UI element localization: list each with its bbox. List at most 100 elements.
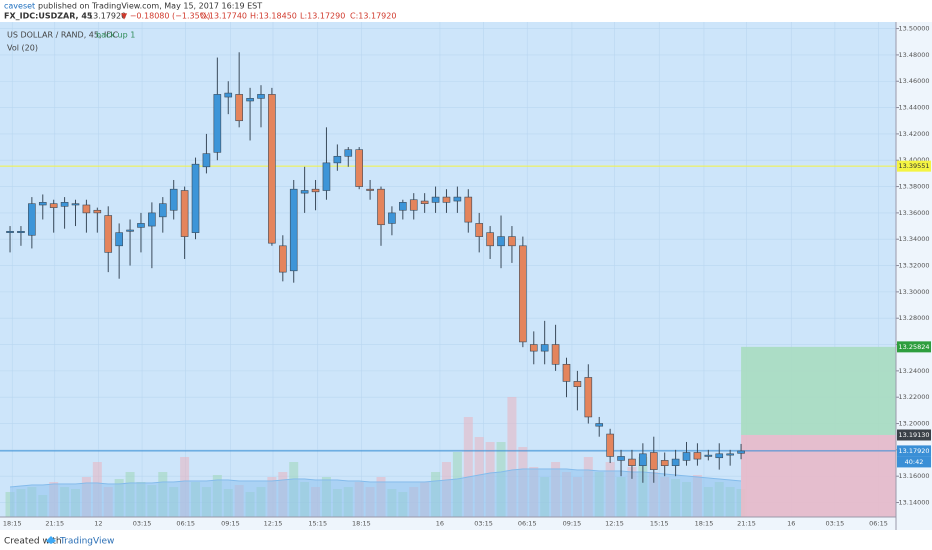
candle-body <box>617 456 625 461</box>
candle-body <box>213 94 222 153</box>
candle-body <box>322 162 331 191</box>
candle-body <box>191 163 200 233</box>
legend-title: US DOLLAR / RAND, 45, IDC <box>7 31 119 40</box>
candle-body <box>693 452 702 460</box>
y-tick-label: 13.34000 <box>898 235 929 243</box>
y-tick-label: 13.48000 <box>898 51 929 59</box>
price-label: 13.39551 <box>898 162 929 170</box>
legend-volume: Vol (20) <box>7 44 38 53</box>
y-tick-label: 13.30000 <box>898 288 929 296</box>
x-tick-label: 03:15 <box>826 520 845 528</box>
ohlc-high: H:13.18450 <box>250 12 297 21</box>
candles <box>6 52 745 483</box>
y-tick-label: 13.42000 <box>898 130 929 138</box>
x-tick-label: 16 <box>787 520 795 528</box>
candle-body <box>289 188 298 272</box>
candle-body <box>137 223 145 228</box>
candle-body <box>93 209 102 214</box>
candle-body <box>17 231 25 233</box>
y-tick-label: 13.20000 <box>898 420 929 428</box>
candle-body <box>300 190 309 194</box>
candle-body <box>49 203 58 208</box>
volume-bar <box>463 417 473 517</box>
candle-body <box>28 203 36 236</box>
candle-body <box>606 433 614 457</box>
candle-body <box>519 245 527 343</box>
candle-body <box>180 190 189 237</box>
candle-body <box>442 196 451 203</box>
x-tick-label: 09:15 <box>563 520 582 528</box>
candle-body <box>279 245 287 273</box>
price-label-box <box>897 445 931 457</box>
candle-body <box>366 188 374 191</box>
candle-body <box>169 188 178 211</box>
candle-body <box>704 454 713 457</box>
candle-body <box>333 155 342 164</box>
y-tick-label: 13.22000 <box>898 393 929 401</box>
candle-body <box>540 344 549 352</box>
x-tick-label: 06:15 <box>869 520 888 528</box>
x-tick-label: 12 <box>94 520 102 528</box>
volume-ma-area <box>10 469 742 517</box>
candle-body <box>388 212 396 224</box>
candle-body <box>508 236 516 247</box>
y-tick-label: 13.24000 <box>898 367 929 375</box>
price-label-box <box>897 341 931 353</box>
x-tick-label: 06:15 <box>518 520 537 528</box>
y-tick-label: 13.38000 <box>898 183 929 191</box>
candle-body <box>584 377 593 418</box>
candle-body <box>399 202 407 211</box>
x-tick-label: 12:15 <box>264 520 283 528</box>
y-tick-label: 13.50000 <box>898 25 929 33</box>
footer-brand[interactable]: TradingView <box>59 537 114 547</box>
candle-body <box>464 196 473 223</box>
volume-bar <box>5 492 15 517</box>
candle-body <box>158 203 167 218</box>
axes: 13.1400013.1600013.1800013.2000013.22000… <box>0 22 931 530</box>
x-tick-label: 03:15 <box>474 520 493 528</box>
volume-bar <box>507 397 517 517</box>
target-zone <box>741 346 896 435</box>
price-label: 13.25824 <box>898 343 929 351</box>
candle-body <box>486 232 494 247</box>
x-tick-label: 21:15 <box>45 520 64 528</box>
candle-body <box>257 94 265 99</box>
x-tick-label: 18:15 <box>352 520 371 528</box>
x-tick-label: 12:15 <box>605 520 624 528</box>
candle-body <box>420 200 429 204</box>
candle-body <box>224 92 233 98</box>
candle-body <box>71 203 80 206</box>
candle-body <box>529 344 538 352</box>
y-tick-label: 13.36000 <box>898 209 929 217</box>
candle-body <box>551 344 560 365</box>
candle-body <box>562 363 571 382</box>
time-axis-bg <box>0 517 896 530</box>
candle-body <box>268 94 276 244</box>
x-tick-label: 03:15 <box>133 520 152 528</box>
candle-body <box>246 98 254 102</box>
candle-body <box>715 453 724 459</box>
x-tick-label: 15:15 <box>650 520 669 528</box>
position-tool <box>0 165 896 517</box>
ohlc-low: L:13.17290 <box>300 12 345 21</box>
candle-body <box>639 453 647 466</box>
price-axis-bg <box>896 22 932 530</box>
y-tick-label: 13.46000 <box>898 77 929 85</box>
footer-created: Created with <box>4 537 62 547</box>
candle-body <box>453 196 462 202</box>
candle-body <box>115 232 123 247</box>
author[interactable]: caveset <box>4 2 35 11</box>
last-price: 13.17920 <box>88 12 126 21</box>
candle-body <box>235 94 243 122</box>
candle-body <box>595 423 604 427</box>
ohlc-open: O:13.17740 <box>200 12 247 21</box>
countdown: 40:42 <box>905 458 924 466</box>
candle-body <box>737 450 745 454</box>
stop-zone <box>741 434 896 517</box>
candle-body <box>38 202 47 206</box>
candle-body <box>497 236 505 247</box>
candle-body <box>475 223 484 237</box>
candle-body <box>311 188 320 193</box>
candle-body <box>126 229 134 232</box>
